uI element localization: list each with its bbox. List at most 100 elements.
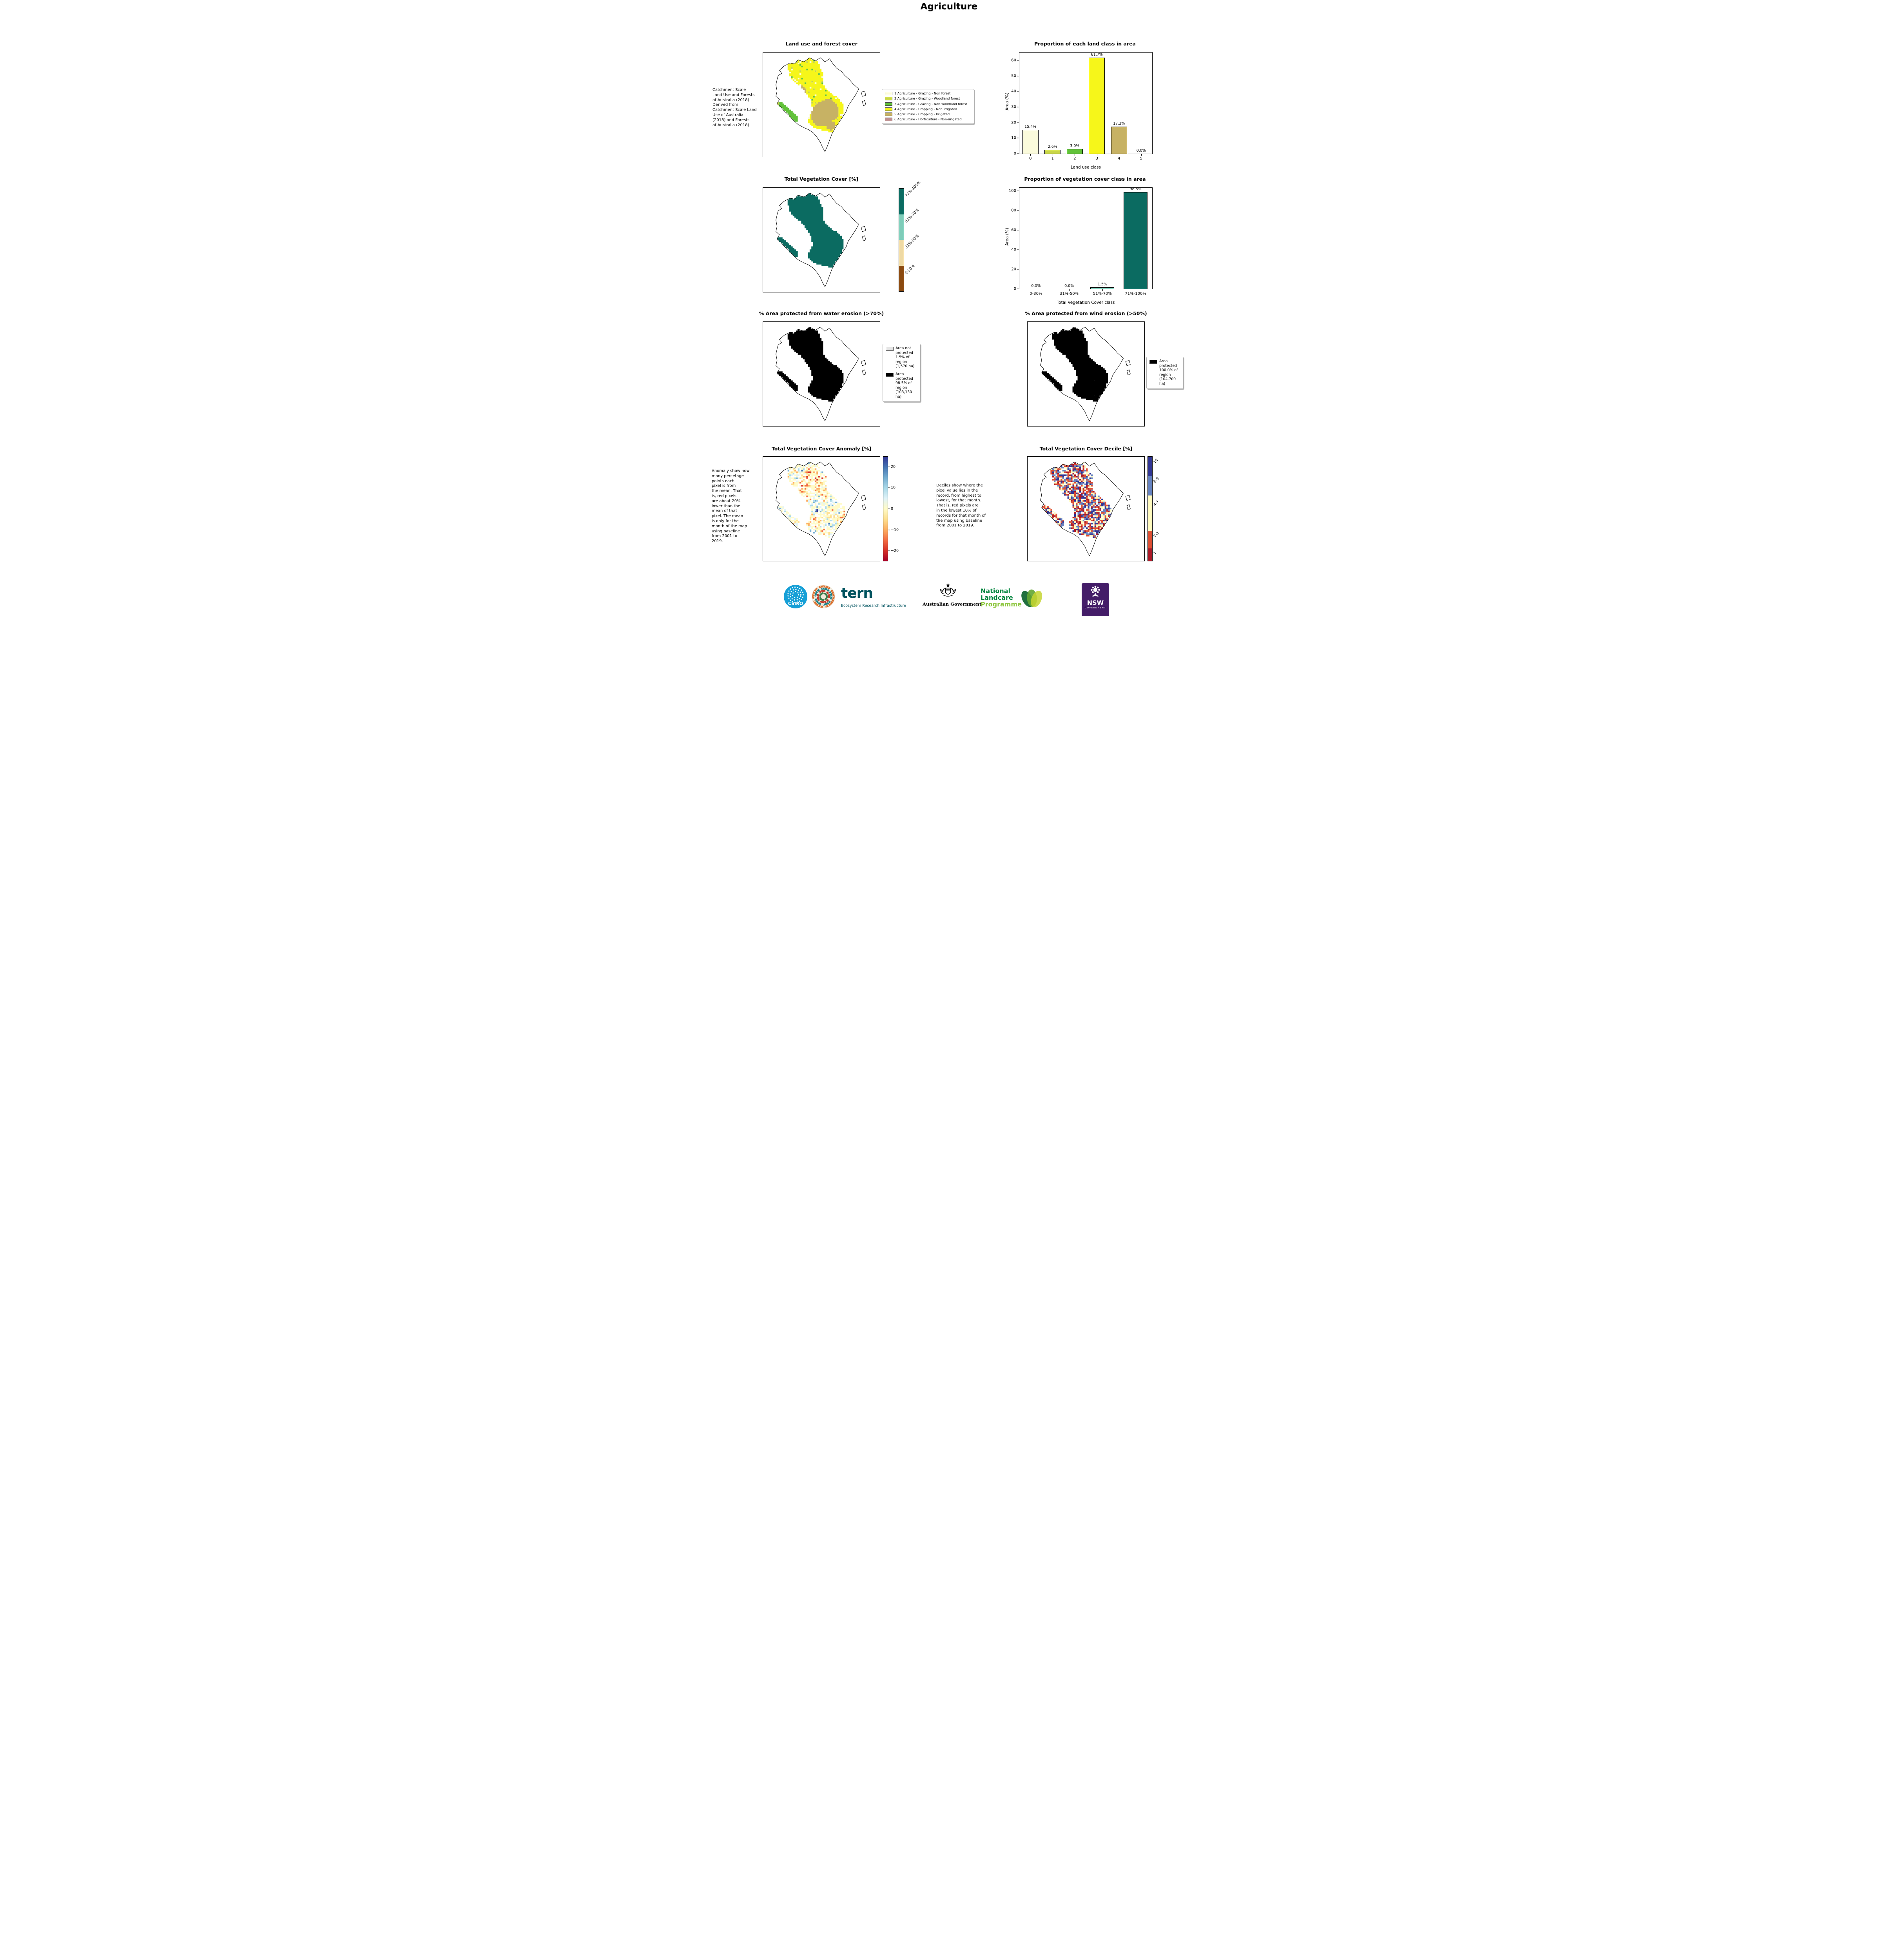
tern-logo-subtitle: Ecosystem Research Infrastructure — [841, 604, 906, 608]
x-axis-label: Total Vegetation Cover class — [1057, 300, 1115, 305]
colorbar-segment — [1148, 476, 1152, 496]
bar-slot: 2.6% 1 — [1042, 53, 1064, 161]
colorbar-gradient — [883, 456, 888, 561]
map-pixels — [1042, 327, 1108, 402]
map-pixels — [779, 462, 845, 538]
bar — [1124, 192, 1148, 289]
landcare-logo-text: National Landcare Programme — [981, 588, 1022, 608]
panel-title-veg-class-chart: Proportion of vegetation cover class in … — [1024, 176, 1146, 182]
legend-label: 1 Agriculture - Grazing - Non forest — [894, 91, 951, 95]
y-tick-label: 60 — [1011, 228, 1016, 232]
colorbar-segment — [899, 240, 904, 266]
map-pixels — [801, 85, 839, 131]
anomaly-caption: Anomaly show how many percetage points e… — [712, 469, 750, 544]
veg-class-bar-chart: 0 20 40 60 80 100 0.0% 0-30% 0.0% 31%-50% 1.5% 51%-… — [1002, 182, 1157, 307]
bar-slot: 0.0% 5 — [1130, 53, 1153, 161]
y-tick-label: 20 — [1011, 267, 1016, 272]
bar — [1044, 149, 1061, 154]
bar — [1089, 58, 1105, 154]
y-tick-label: 0 — [1013, 151, 1016, 156]
indigenous-art-logo — [811, 584, 836, 609]
legend-label: 2 Agriculture - Grazing - Woodland fores… — [894, 96, 960, 101]
land-use-legend: 1 Agriculture - Grazing - Non forest 2 Ag… — [882, 89, 974, 124]
legend-item: 2 Agriculture - Grazing - Woodland fores… — [885, 96, 971, 101]
colorbar-label: 10 — [1153, 458, 1159, 465]
map-pixels — [777, 327, 844, 402]
legend-label: 6 Agriculture - Horticulture - Non-irrig… — [894, 117, 962, 122]
y-axis-label: Area (%) — [1005, 93, 1010, 111]
tern-logo-text: tern — [841, 585, 873, 601]
colorbar-label: 51%-70% — [904, 207, 920, 223]
csiro-logo-text: CSIRO — [788, 601, 803, 606]
water-erosion-legend: Area not protected 1.5% of region (1,570… — [883, 344, 921, 402]
x-tick-label: 71%-100% — [1125, 292, 1146, 296]
catchment-outline — [776, 58, 866, 151]
page-title: Agriculture — [920, 2, 978, 12]
colorbar-segment — [1148, 495, 1152, 531]
bar-value-label: 1.5% — [1097, 282, 1107, 287]
legend-swatch — [885, 102, 892, 106]
legend-label: 5 Agriculture - Cropping - Irrigated — [894, 112, 950, 116]
map-pixels — [1050, 464, 1111, 537]
nsw-government-logo: NSW GOVERNMENT — [1082, 583, 1109, 616]
colorbar-segment — [1148, 530, 1152, 548]
catchment-outline — [776, 193, 866, 287]
colorbar-segment — [1148, 548, 1152, 561]
colorbar-label: 8-9 — [1153, 476, 1160, 484]
x-tick-label: 3 — [1095, 156, 1098, 161]
y-tick-label: 30 — [1011, 105, 1016, 109]
colorbar-label: 71%-100% — [904, 180, 922, 198]
anomaly-map-canvas — [763, 457, 880, 561]
decile-colorbar: 10 8-9 4-7 2-3 1 — [1148, 456, 1160, 561]
indigenous-art-graphic — [811, 584, 836, 609]
bar — [1066, 149, 1083, 154]
bar-value-label: 3.0% — [1070, 144, 1080, 149]
land-class-bar-chart: 0 10 20 30 40 50 60 15.4% 0 2.6% 1 3.0% 2 61.7% 3 17.3%… — [1002, 47, 1157, 171]
y-tick-label: 40 — [1011, 247, 1016, 252]
x-tick-label: 4 — [1118, 156, 1120, 161]
legend-item: 4 Agriculture - Cropping - Non-irrigated — [885, 107, 971, 111]
bar — [1111, 127, 1127, 154]
anomaly-colorbar: 20 10 0 −10 −20 — [883, 456, 899, 561]
water-erosion-map-canvas — [763, 322, 880, 426]
coat-of-arms-icon — [939, 583, 957, 601]
y-tick-label: 20 — [1011, 120, 1016, 125]
bar-value-label: 0.0% — [1136, 149, 1146, 153]
bar-slot: 0.0% 0-30% — [1019, 188, 1053, 296]
map-pixels — [787, 58, 844, 132]
chart-plot: 0 10 20 30 40 50 60 15.4% 0 2.6% 1 3.0% 2 61.7% 3 17.3%… — [1011, 52, 1153, 161]
decile-map-canvas — [1028, 457, 1144, 561]
colorbar-tick-label: −10 — [891, 528, 899, 532]
panel-title-veg-cover: Total Vegetation Cover [%] — [784, 176, 859, 182]
catchment-outline — [776, 462, 866, 555]
map-pixels — [784, 468, 837, 531]
x-tick-label: 51%-70% — [1093, 292, 1112, 296]
bar-slot: 15.4% 0 — [1019, 53, 1042, 161]
colorbar-tick-label: 20 — [891, 465, 896, 469]
colorbar-label: 1 — [1153, 550, 1158, 555]
land-use-map-canvas — [763, 53, 880, 157]
legend-swatch — [885, 97, 892, 101]
legend-item: Area protected 98.5% of region (103,130 … — [886, 372, 917, 399]
waratah-icon — [1091, 586, 1100, 597]
panel-title-wind-erosion: % Area protected from wind erosion (>50%… — [1025, 310, 1147, 316]
x-tick-label: 1 — [1051, 156, 1054, 161]
y-tick — [1017, 249, 1019, 250]
colorbar-label: 4-7 — [1153, 499, 1160, 507]
y-tick-label: 40 — [1011, 89, 1016, 94]
bar-value-label: 0.0% — [1031, 284, 1041, 288]
legend-swatch — [885, 118, 892, 122]
x-tick — [1102, 289, 1103, 291]
veg-cover-colorbar: 71%-100% 51%-70% 31%-50% 0-30% — [899, 180, 921, 292]
nsw-logo-subtitle: GOVERNMENT — [1084, 607, 1106, 609]
legend-swatch — [886, 373, 894, 377]
map-pixels — [1045, 462, 1111, 540]
bar-slot: 17.3% 4 — [1108, 53, 1130, 161]
panel-title-water-erosion: % Area protected from water erosion (>70… — [759, 310, 884, 316]
land-use-map — [763, 52, 880, 157]
report-page: Agriculture Land use and forest cover Ca… — [712, 0, 1186, 619]
landcare-leaves-icon — [1017, 586, 1046, 612]
y-tick-label: 10 — [1011, 136, 1016, 140]
bar-slot: 98.5% 71%-100% — [1119, 187, 1152, 296]
australian-government-text: Australian Government — [923, 601, 982, 607]
